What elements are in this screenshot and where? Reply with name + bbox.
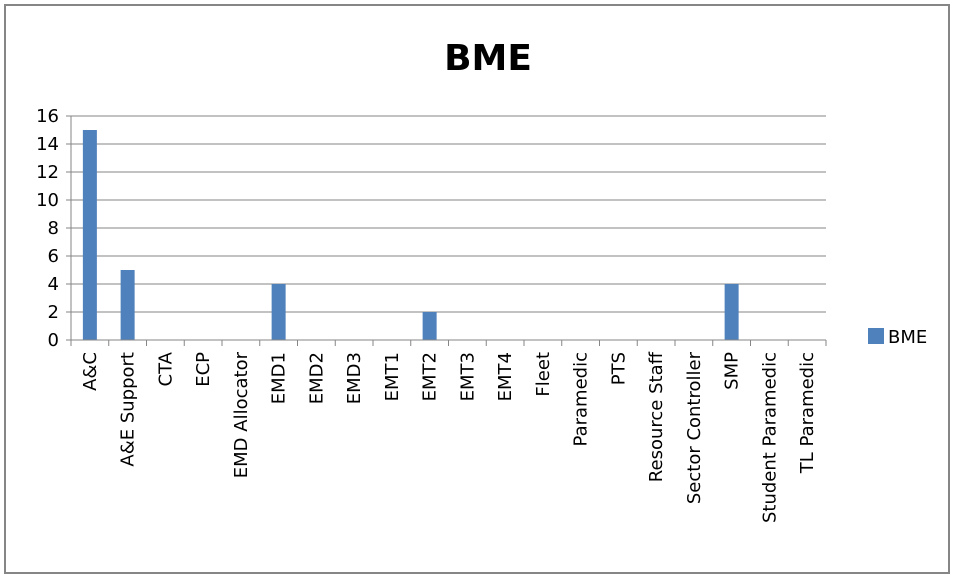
x-tick-label: EMT3 [457, 352, 478, 401]
bar [422, 312, 437, 340]
x-tick-label: Student Paramedic [759, 352, 780, 523]
y-tick-label: 6 [48, 246, 59, 267]
y-tick-label: 2 [48, 302, 59, 323]
legend: BME [868, 327, 927, 348]
x-tick-label: EMD Allocator [231, 351, 252, 478]
y-tick-label: 4 [48, 274, 59, 295]
legend-label-bme: BME [888, 327, 927, 348]
legend-swatch [868, 328, 884, 344]
y-tick-label: 16 [36, 106, 59, 127]
x-tick-label: Paramedic [571, 352, 592, 446]
x-axis-ticks: A&C A&E Support CTA ECP EMD Allocator EMD1 EMD… [70, 340, 827, 523]
x-tick-label: EMD3 [344, 352, 365, 404]
bars [82, 130, 739, 340]
x-tick-label: EMT2 [420, 352, 441, 401]
x-tick-label: EMD1 [269, 352, 290, 404]
bar [82, 130, 97, 340]
y-tick-label: 8 [48, 218, 59, 239]
bar [724, 284, 739, 340]
x-tick-label: ECP [193, 352, 214, 387]
x-tick-label: Fleet [533, 352, 554, 397]
y-tick-label: 0 [48, 330, 59, 351]
x-tick-label: EMD2 [306, 352, 327, 404]
gridlines [71, 115, 826, 313]
y-tick-label: 10 [36, 190, 59, 211]
x-tick-label: EMT4 [495, 352, 516, 401]
x-tick-label: SMP [722, 352, 743, 390]
y-tick-label: 12 [36, 162, 59, 183]
x-tick-label: TL Paramedic [797, 352, 818, 474]
y-axis-ticks: 0 2 4 6 8 10 12 14 16 [36, 106, 71, 351]
x-tick-label: Sector Controller [684, 351, 705, 504]
x-tick-label: Resource Staff [646, 351, 667, 482]
bar [120, 270, 135, 340]
x-tick-label: PTS [608, 352, 629, 385]
x-tick-label: A&E Support [118, 352, 139, 467]
chart-frame [4, 4, 950, 574]
chart-title: BME [444, 38, 532, 79]
x-tick-label: CTA [155, 351, 176, 386]
y-tick-label: 14 [36, 134, 59, 155]
bar [271, 284, 286, 340]
x-tick-label: EMT1 [382, 352, 403, 401]
x-tick-label: A&C [80, 352, 101, 391]
